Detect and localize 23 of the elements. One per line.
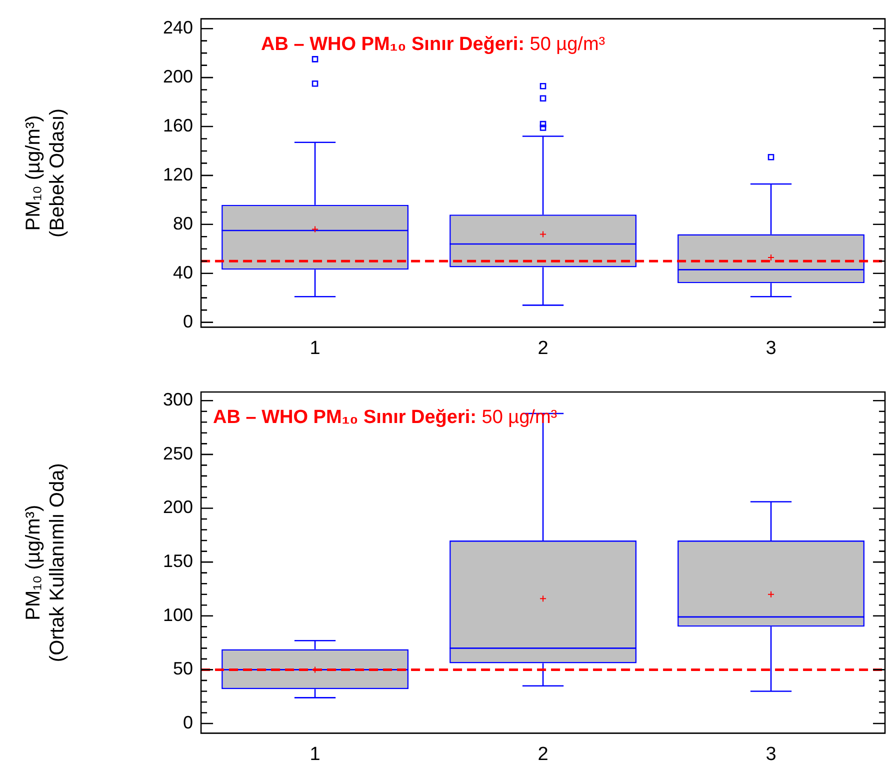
x-tick-label: 1 xyxy=(310,744,320,765)
y-tick-label: 0 xyxy=(183,712,194,732)
y-tick-label: 50 xyxy=(173,658,194,679)
x-tick-label: 2 xyxy=(538,338,548,359)
y-tick-label: 200 xyxy=(162,497,194,518)
y-tick-label: 160 xyxy=(162,115,194,136)
y-tick-label: 120 xyxy=(162,164,194,184)
y-tick-label: 150 xyxy=(162,551,194,572)
y-tick-label: 240 xyxy=(162,18,194,38)
y-axis-title: PM₁₀ (µg/m³) (Ortak Kullanımlı Oda) xyxy=(22,463,69,662)
y-axis-title: PM₁₀ (µg/m³) (Bebek Odası) xyxy=(22,108,69,238)
y-tick-label: 200 xyxy=(162,66,194,87)
x-tick-label: 3 xyxy=(766,338,776,359)
x-tick-label: 2 xyxy=(538,744,548,765)
y-tick-label: 0 xyxy=(183,311,194,332)
x-tick-label: 1 xyxy=(310,338,320,359)
y-tick-label: 250 xyxy=(162,443,194,464)
x-tick-label: 3 xyxy=(766,744,776,765)
ref-line-label: AB – WHO PM₁₀ Sınır Değeri: 50 µg/m³ xyxy=(261,34,606,56)
y-tick-label: 100 xyxy=(162,604,194,625)
y-tick-label: 300 xyxy=(162,390,194,410)
y-tick-label: 40 xyxy=(173,262,194,282)
y-tick-label: 80 xyxy=(173,213,194,234)
